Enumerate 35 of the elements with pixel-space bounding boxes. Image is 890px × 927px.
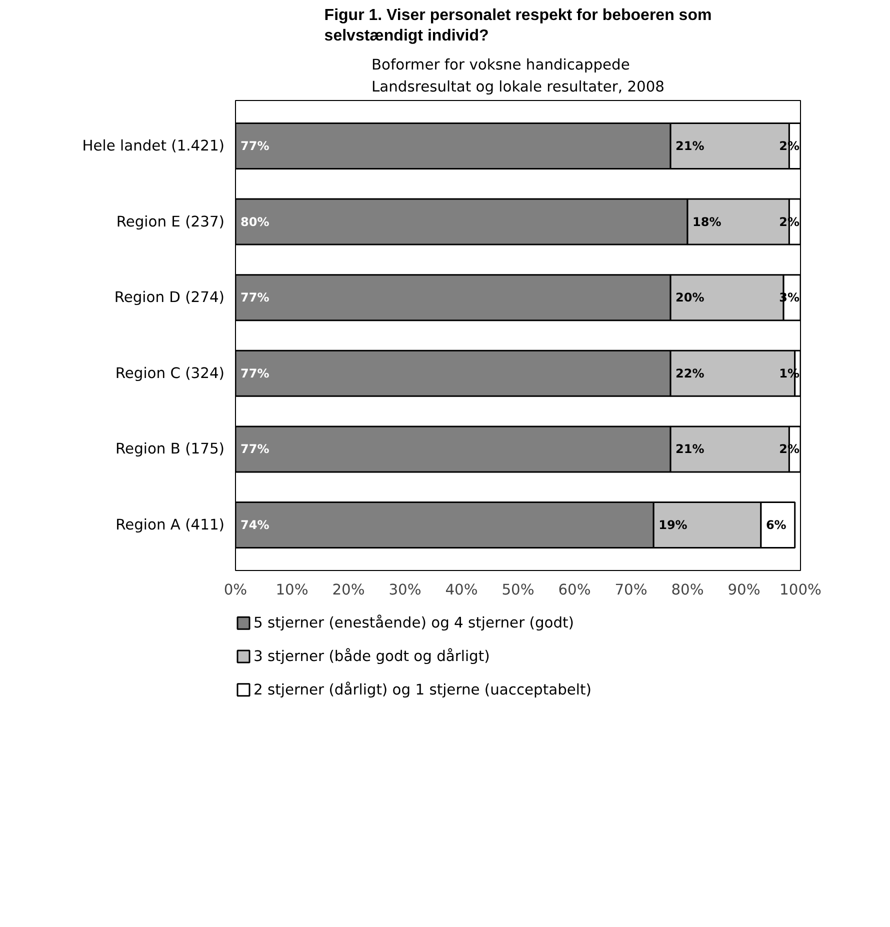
x-tick-label: 90%	[728, 582, 760, 598]
data-label: 77%	[240, 442, 270, 456]
data-label: 80%	[240, 214, 270, 229]
data-label: 21%	[676, 138, 704, 153]
x-tick-label: 70%	[614, 582, 648, 598]
data-label: 22%	[676, 366, 704, 380]
data-label: 21%	[676, 442, 704, 456]
x-tick-label: 20%	[332, 582, 365, 598]
data-label: 77%	[240, 366, 270, 380]
y-tick-label: Region B (175)	[116, 440, 225, 458]
data-label: 18%	[692, 214, 722, 229]
x-tick-label: 10%	[276, 582, 308, 598]
x-tick-label: 40%	[445, 582, 478, 598]
data-label: 20%	[676, 290, 704, 305]
y-tick-label: Region E (237)	[116, 213, 225, 230]
x-tick-label: 30%	[388, 582, 422, 598]
legend-label: 5 stjerner (enestående) og 4 stjerner (godt)	[254, 614, 574, 632]
y-tick-label: Region C (324)	[115, 364, 225, 382]
data-label: 74%	[240, 518, 270, 532]
data-label: 77%	[240, 138, 270, 153]
x-tick-label: 50%	[502, 582, 534, 598]
x-tick-label: 100%	[780, 582, 822, 598]
y-tick-label: Region D (274)	[114, 289, 224, 306]
y-tick-label: Region A (411)	[116, 516, 225, 534]
legend-label: 2 stjerner (dårligt) og 1 stjerne (uacceptabelt)	[254, 681, 592, 698]
data-label: 6%	[766, 518, 786, 532]
legend-label: 3 stjerner (både godt og dårligt)	[254, 648, 490, 665]
x-tick-label: 60%	[558, 582, 591, 598]
data-label: 77%	[240, 290, 270, 305]
x-tick-label: 0%	[224, 582, 248, 598]
chart-subtitle: Boformer for voksne handicappede Landsresultat og lokale resultater, 2008	[372, 56, 665, 96]
y-tick-label: Hele landet (1.421)	[82, 137, 225, 154]
x-tick-label: 80%	[671, 582, 704, 598]
data-label: 19%	[658, 518, 688, 532]
chart-title: Figur 1. Viser personalet respekt for beboeren som selvstændigt individ?	[324, 7, 712, 44]
